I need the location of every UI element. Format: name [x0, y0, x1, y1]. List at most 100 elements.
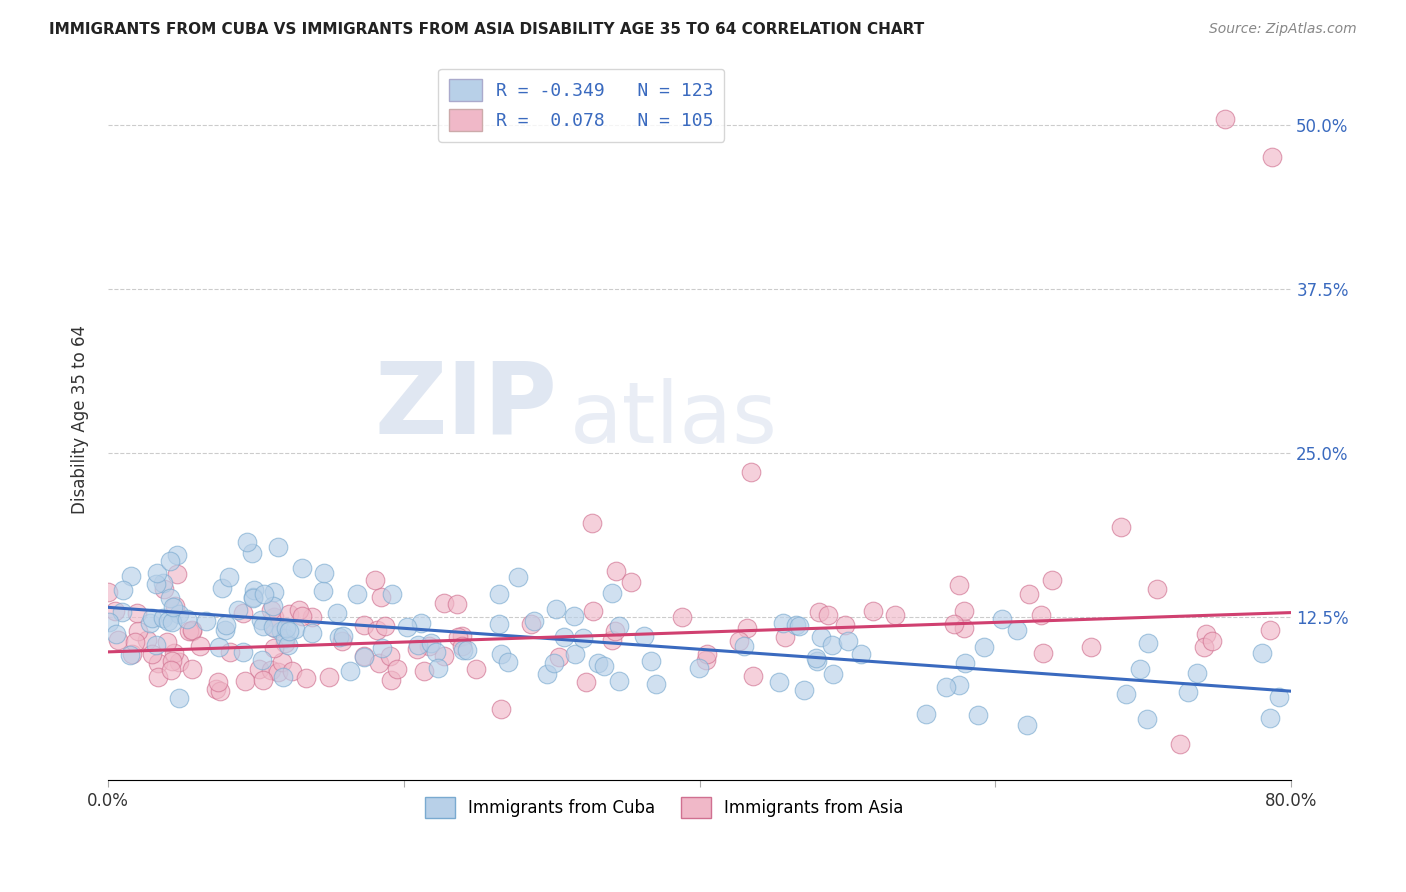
Point: [1015, 718, 1038, 732]
Point: [593, 659, 616, 673]
Point: [564, 647, 586, 661]
Point: [696, 648, 718, 662]
Point: [607, 673, 630, 688]
Point: [1040, 573, 1063, 587]
Point: [862, 604, 884, 618]
Point: [152, 611, 174, 625]
Point: [915, 706, 938, 721]
Point: [426, 660, 449, 674]
Point: [973, 640, 995, 654]
Point: [488, 617, 510, 632]
Point: [433, 596, 456, 610]
Point: [107, 632, 129, 647]
Point: [346, 587, 368, 601]
Point: [159, 591, 181, 605]
Point: [207, 675, 229, 690]
Point: [728, 634, 751, 648]
Point: [167, 607, 190, 621]
Point: [260, 603, 283, 617]
Point: [935, 680, 957, 694]
Point: [1018, 587, 1040, 601]
Point: [260, 663, 283, 677]
Point: [104, 627, 127, 641]
Point: [547, 650, 569, 665]
Text: Source: ZipAtlas.com: Source: ZipAtlas.com: [1209, 22, 1357, 37]
Point: [1032, 646, 1054, 660]
Point: [380, 649, 402, 664]
Point: [97, 615, 120, 629]
Point: [124, 634, 146, 648]
Point: [312, 566, 335, 580]
Point: [301, 610, 323, 624]
Point: [645, 677, 668, 691]
Point: [1137, 636, 1160, 650]
Point: [252, 673, 274, 687]
Point: [141, 648, 163, 662]
Point: [834, 618, 856, 632]
Point: [600, 632, 623, 647]
Point: [188, 639, 211, 653]
Point: [218, 645, 240, 659]
Point: [1201, 634, 1223, 648]
Point: [773, 630, 796, 644]
Point: [332, 629, 354, 643]
Point: [242, 582, 264, 597]
Point: [948, 578, 970, 592]
Point: [450, 629, 472, 643]
Point: [572, 631, 595, 645]
Point: [1261, 150, 1284, 164]
Point: [211, 581, 233, 595]
Point: [163, 599, 186, 613]
Point: [380, 673, 402, 688]
Point: [267, 665, 290, 680]
Point: [418, 639, 440, 653]
Point: [387, 662, 409, 676]
Point: [148, 670, 170, 684]
Point: [177, 624, 200, 639]
Point: [952, 621, 974, 635]
Point: [633, 629, 655, 643]
Point: [232, 645, 254, 659]
Point: [253, 587, 276, 601]
Point: [267, 540, 290, 554]
Point: [97, 584, 120, 599]
Y-axis label: Disability Age 35 to 64: Disability Age 35 to 64: [72, 326, 89, 515]
Point: [849, 647, 872, 661]
Point: [176, 612, 198, 626]
Point: [952, 604, 974, 618]
Point: [339, 665, 361, 679]
Point: [214, 623, 236, 637]
Point: [804, 651, 827, 665]
Point: [488, 586, 510, 600]
Point: [121, 647, 143, 661]
Point: [139, 616, 162, 631]
Point: [284, 622, 307, 636]
Point: [371, 640, 394, 655]
Point: [291, 609, 314, 624]
Point: [274, 621, 297, 635]
Point: [948, 678, 970, 692]
Point: [447, 630, 470, 644]
Point: [127, 607, 149, 621]
Point: [242, 591, 264, 605]
Point: [159, 664, 181, 678]
Point: [806, 655, 828, 669]
Point: [270, 655, 292, 669]
Point: [370, 590, 392, 604]
Text: atlas: atlas: [569, 378, 778, 461]
Point: [406, 638, 429, 652]
Point: [1258, 623, 1281, 637]
Point: [295, 671, 318, 685]
Point: [278, 607, 301, 621]
Point: [671, 610, 693, 624]
Point: [141, 611, 163, 625]
Text: IMMIGRANTS FROM CUBA VS IMMIGRANTS FROM ASIA DISABILITY AGE 35 TO 64 CORRELATION: IMMIGRANTS FROM CUBA VS IMMIGRANTS FROM …: [49, 22, 925, 37]
Point: [409, 615, 432, 630]
Point: [162, 600, 184, 615]
Point: [159, 554, 181, 568]
Point: [1129, 662, 1152, 676]
Point: [208, 684, 231, 698]
Point: [544, 601, 567, 615]
Point: [821, 666, 844, 681]
Point: [451, 643, 474, 657]
